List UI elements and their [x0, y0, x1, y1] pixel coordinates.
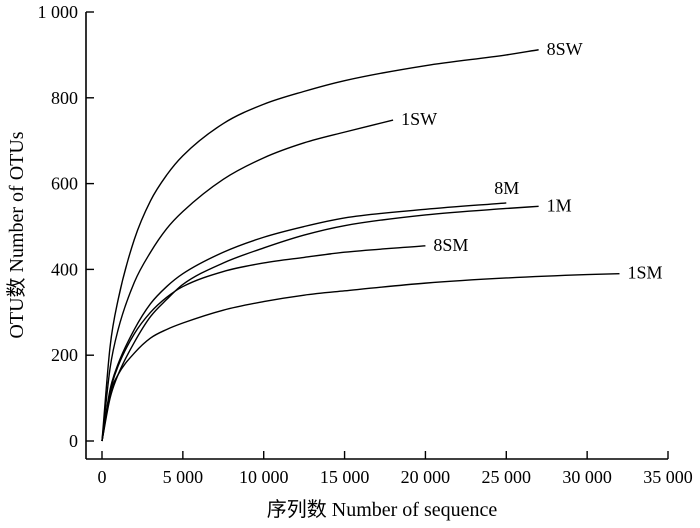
series-label-1sm: 1SM: [627, 263, 662, 283]
x-tick-label: 5 000: [163, 467, 204, 487]
series-curve-1sm: [101, 272, 620, 442]
y-tick-label: 1 000: [38, 2, 79, 22]
series-curve-1m: [101, 205, 539, 442]
x-axis-title: 序列数 Number of sequence: [267, 498, 498, 521]
series-curve-8sw: [101, 49, 539, 442]
x-tick-label: 25 000: [482, 467, 532, 487]
y-tick-label: 0: [69, 431, 78, 451]
x-tick-label: 0: [98, 467, 107, 487]
series-curve-8sm: [101, 245, 426, 442]
y-tick-label: 600: [51, 174, 78, 194]
series-label-1sw: 1SW: [401, 109, 437, 129]
series-label-1m: 1M: [547, 195, 572, 215]
series-labels: 8SW 1SW 8M 1M 8SM 1SM: [401, 39, 662, 283]
series-curve-8m: [101, 202, 507, 442]
x-tick-label: 30 000: [562, 467, 612, 487]
series-label-8m: 8M: [494, 178, 519, 198]
series-label-8sm: 8SM: [433, 235, 468, 255]
x-ticks: 0 5 000 10 000 15 000 20 000 25 000 30 000 35 0…: [98, 451, 693, 487]
x-tick-label: 10 000: [239, 467, 289, 487]
y-tick-label: 200: [51, 345, 78, 365]
y-ticks: 0 200 400 600 800 1 000: [38, 2, 94, 451]
y-axis-title: OTU数 Number of OTUs: [5, 131, 28, 338]
x-tick-label: 15 000: [320, 467, 370, 487]
x-tick-label: 20 000: [401, 467, 451, 487]
y-tick-label: 800: [51, 88, 78, 108]
x-tick-label: 35 000: [643, 467, 693, 487]
series-curves: [101, 49, 620, 442]
y-tick-label: 400: [51, 259, 78, 279]
series-label-8sw: 8SW: [547, 39, 583, 59]
series-curve-1sw: [101, 119, 394, 442]
axes: [85, 12, 668, 460]
